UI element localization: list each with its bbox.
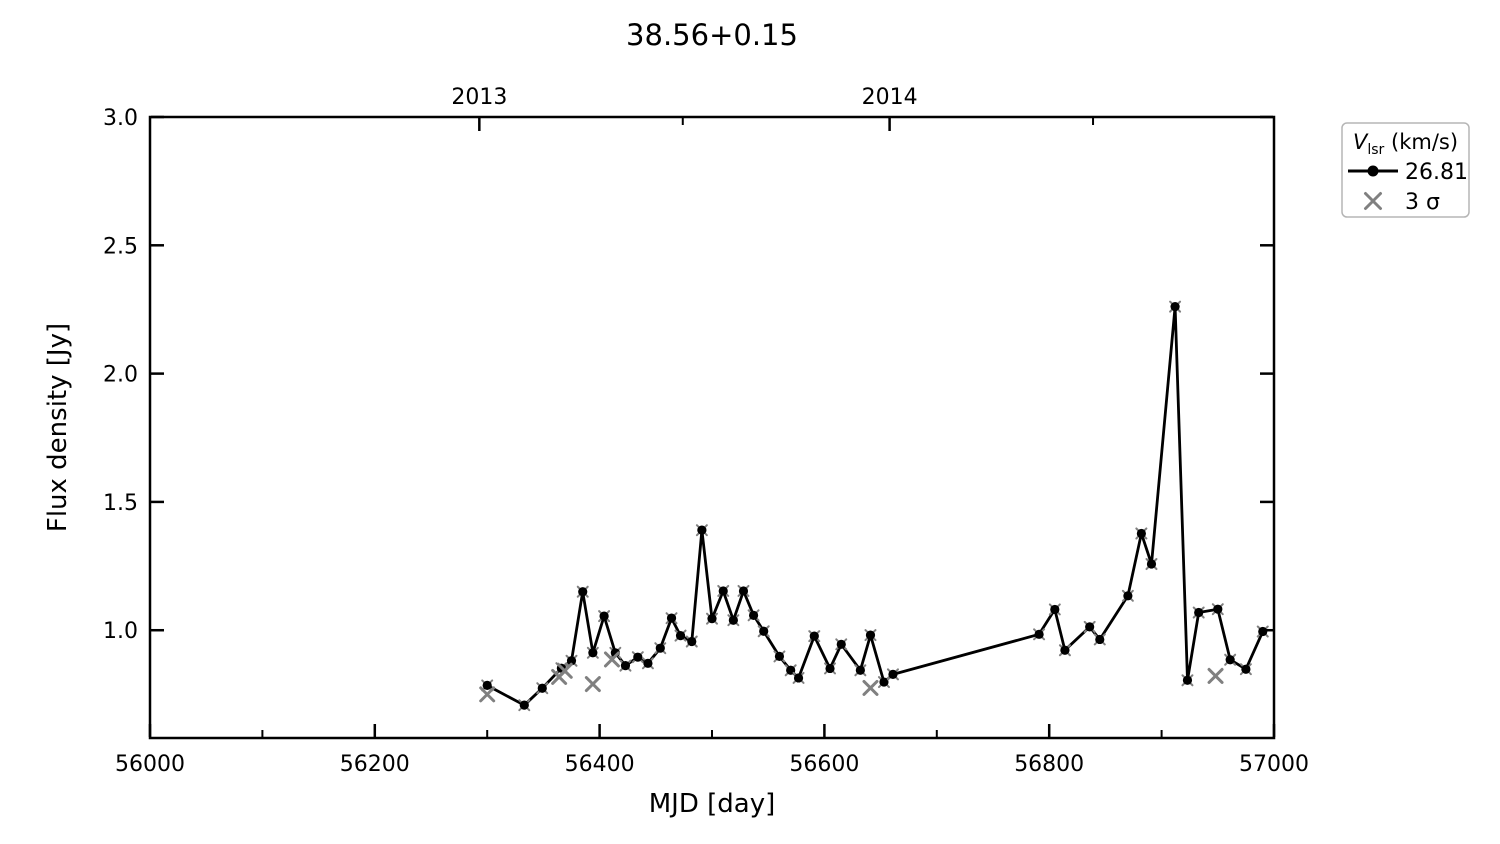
data-point xyxy=(825,663,835,674)
x-tick-label: 56200 xyxy=(340,752,410,777)
data-point xyxy=(1258,626,1268,637)
series-line xyxy=(485,305,1265,707)
legend-title-subscript: lsr xyxy=(1367,142,1384,158)
data-point xyxy=(655,643,665,653)
data-point xyxy=(1146,559,1157,569)
data-point xyxy=(879,677,889,687)
data-point xyxy=(888,669,898,679)
legend-entry-label: 26.81 xyxy=(1405,160,1468,185)
sigma-marker xyxy=(479,686,496,703)
plot-border xyxy=(148,115,1276,740)
legend-title-unit: (km/s) xyxy=(1384,130,1458,154)
chart-title: 38.56+0.15 xyxy=(626,18,798,52)
legend-title: Vlsr (km/s) xyxy=(1353,130,1458,158)
data-point xyxy=(1213,604,1223,614)
x-tick-label: 56000 xyxy=(115,752,185,777)
data-point xyxy=(809,631,819,641)
x-tick-label: 56400 xyxy=(565,752,635,777)
legend-entry-label: 3 σ xyxy=(1405,190,1440,215)
data-point xyxy=(793,673,804,683)
data-point xyxy=(1225,655,1235,665)
data-point xyxy=(1085,622,1095,632)
data-point xyxy=(1136,528,1146,539)
x-tick-label: 56800 xyxy=(1014,752,1084,777)
data-point xyxy=(865,630,876,640)
data-point xyxy=(855,665,865,675)
data-point xyxy=(748,610,759,620)
data-point xyxy=(1194,607,1204,618)
y-tick-label: 1.5 xyxy=(103,491,138,516)
data-point xyxy=(1050,604,1060,615)
sigma-marker xyxy=(556,662,573,679)
y-tick-label: 2.0 xyxy=(103,363,138,388)
legend-x-sample xyxy=(1364,192,1382,210)
data-point xyxy=(537,683,547,693)
data-point xyxy=(675,631,686,641)
data-point xyxy=(482,680,492,690)
x-tick-label: 57000 xyxy=(1239,752,1309,777)
data-point xyxy=(759,626,769,636)
data-point xyxy=(1170,302,1180,312)
sigma-marker xyxy=(862,679,879,696)
y-axis-label: Flux density [Jy] xyxy=(43,323,73,532)
data-point xyxy=(718,586,728,596)
data-point xyxy=(1060,645,1070,655)
sigma-marker xyxy=(584,676,601,693)
data-point xyxy=(666,613,677,623)
data-point xyxy=(836,639,846,649)
data-point xyxy=(774,651,785,661)
legend-circle-sample xyxy=(1367,165,1379,177)
sigma-marker xyxy=(603,651,620,668)
data-point xyxy=(1034,629,1044,639)
data-point xyxy=(519,700,529,710)
legend-box xyxy=(1341,122,1470,218)
data-point xyxy=(1241,664,1251,674)
data-point xyxy=(1182,675,1193,685)
data-point xyxy=(620,661,631,671)
data-point xyxy=(687,636,697,647)
data-point xyxy=(707,614,717,624)
data-point xyxy=(578,587,588,597)
data-point xyxy=(738,586,749,596)
x-axis-label: MJD [day] xyxy=(649,789,776,819)
year-tick-label: 2013 xyxy=(451,85,507,110)
data-point xyxy=(588,648,598,658)
y-tick-label: 1.0 xyxy=(103,619,138,644)
data-point xyxy=(728,615,738,625)
x-tick-label: 56600 xyxy=(789,752,859,777)
data-point xyxy=(599,611,609,621)
data-point xyxy=(643,658,653,668)
sigma-marker xyxy=(1207,667,1224,684)
data-point xyxy=(697,525,707,535)
data-point xyxy=(1123,591,1133,601)
data-point xyxy=(1095,634,1105,645)
data-point xyxy=(633,652,643,662)
y-tick-label: 2.5 xyxy=(103,234,138,259)
data-point xyxy=(566,656,577,666)
y-tick-label: 3.0 xyxy=(103,106,138,131)
legend-title-symbol: V xyxy=(1353,130,1369,154)
year-tick-label: 2014 xyxy=(862,85,918,110)
